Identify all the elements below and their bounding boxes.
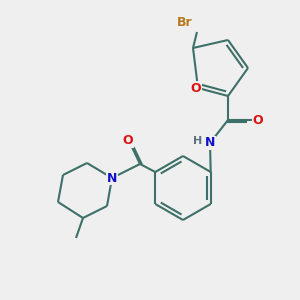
Text: O: O xyxy=(253,113,263,127)
Text: N: N xyxy=(107,172,117,184)
Text: O: O xyxy=(191,82,201,94)
Text: N: N xyxy=(205,136,215,149)
Text: Br: Br xyxy=(177,16,193,28)
Text: H: H xyxy=(194,136,202,146)
Text: O: O xyxy=(123,134,133,148)
